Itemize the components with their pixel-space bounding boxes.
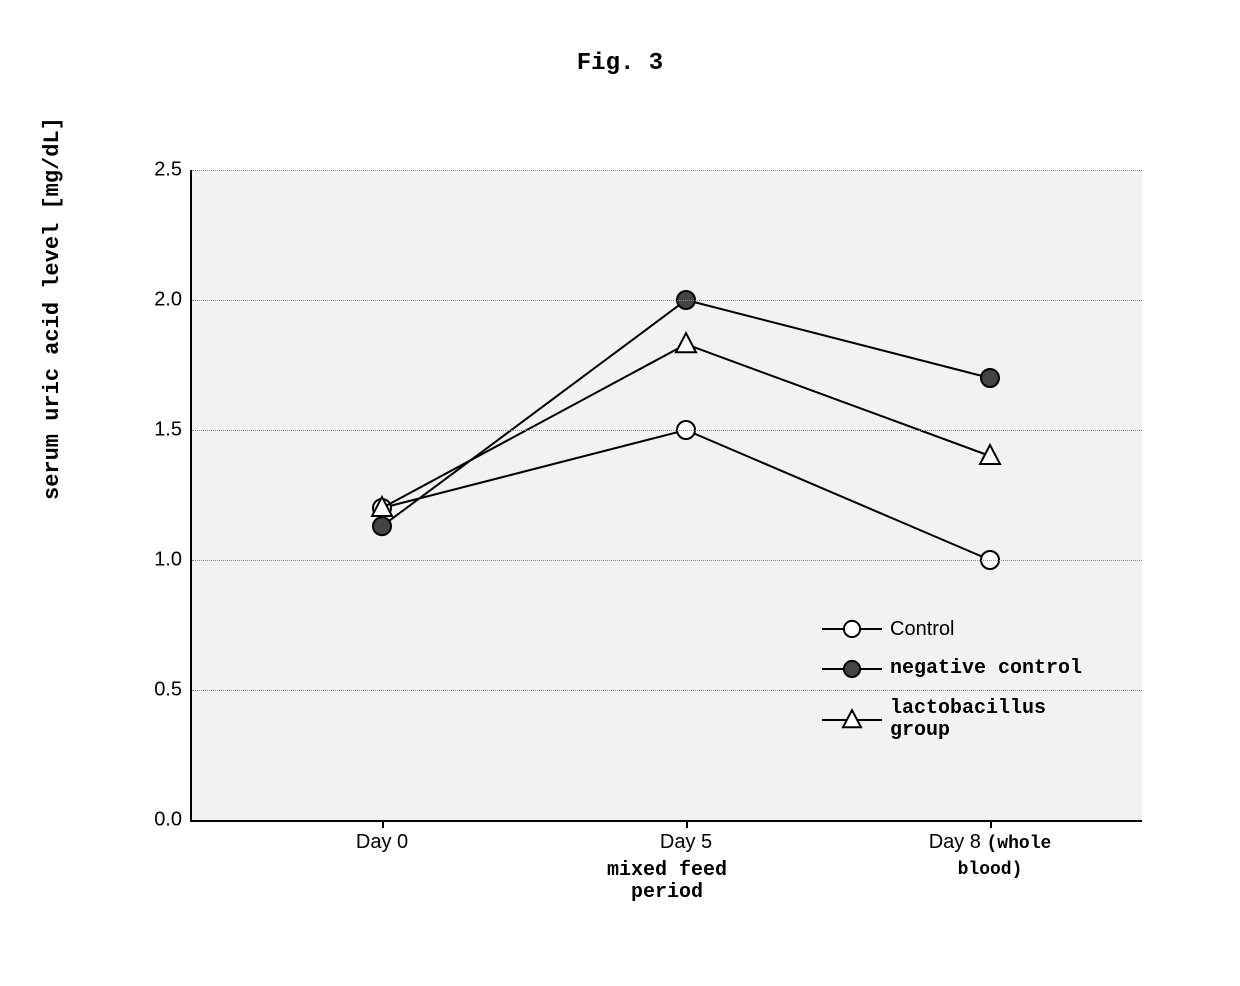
y-tick-label: 2.5: [154, 159, 192, 182]
legend-marker: [822, 659, 882, 679]
y-tick-label: 1.5: [154, 419, 192, 442]
series-line: [382, 430, 990, 560]
legend-label: Control: [890, 618, 954, 640]
y-tick-label: 0.0: [154, 809, 192, 832]
legend-marker: [822, 619, 882, 639]
series-marker: [676, 333, 696, 352]
legend-marker: [822, 710, 882, 730]
series-marker: [981, 369, 999, 387]
plot-area: mixed feedperiod Controlnegative control…: [190, 170, 1142, 822]
y-tick-label: 1.0: [154, 549, 192, 572]
legend-item: lactobacillusgroup: [822, 698, 1122, 742]
legend-label: negative control: [890, 658, 1082, 680]
y-axis-label: serum uric acid level [mg/dL]: [40, 117, 65, 500]
y-tick-label: 2.0: [154, 289, 192, 312]
figure-title: Fig. 3: [0, 50, 1240, 77]
legend: Control negative control lactobacillusgrou…: [822, 600, 1122, 760]
legend-item: negative control: [822, 658, 1122, 680]
x-tick-label: Day 5: [660, 820, 712, 854]
x-tick-label: Day 0: [356, 820, 408, 854]
grid-line: [192, 430, 1142, 431]
grid-line: [192, 300, 1142, 301]
x-tick-label: Day 8 (wholeblood): [929, 820, 1052, 881]
series-marker: [980, 445, 1000, 464]
y-tick-label: 0.5: [154, 679, 192, 702]
grid-line: [192, 690, 1142, 691]
grid-line: [192, 560, 1142, 561]
chart-container: mixed feedperiod Controlnegative control…: [130, 160, 1150, 880]
legend-label: lactobacillusgroup: [890, 698, 1046, 742]
series-marker: [373, 517, 391, 535]
legend-item: Control: [822, 618, 1122, 640]
grid-line: [192, 170, 1142, 171]
